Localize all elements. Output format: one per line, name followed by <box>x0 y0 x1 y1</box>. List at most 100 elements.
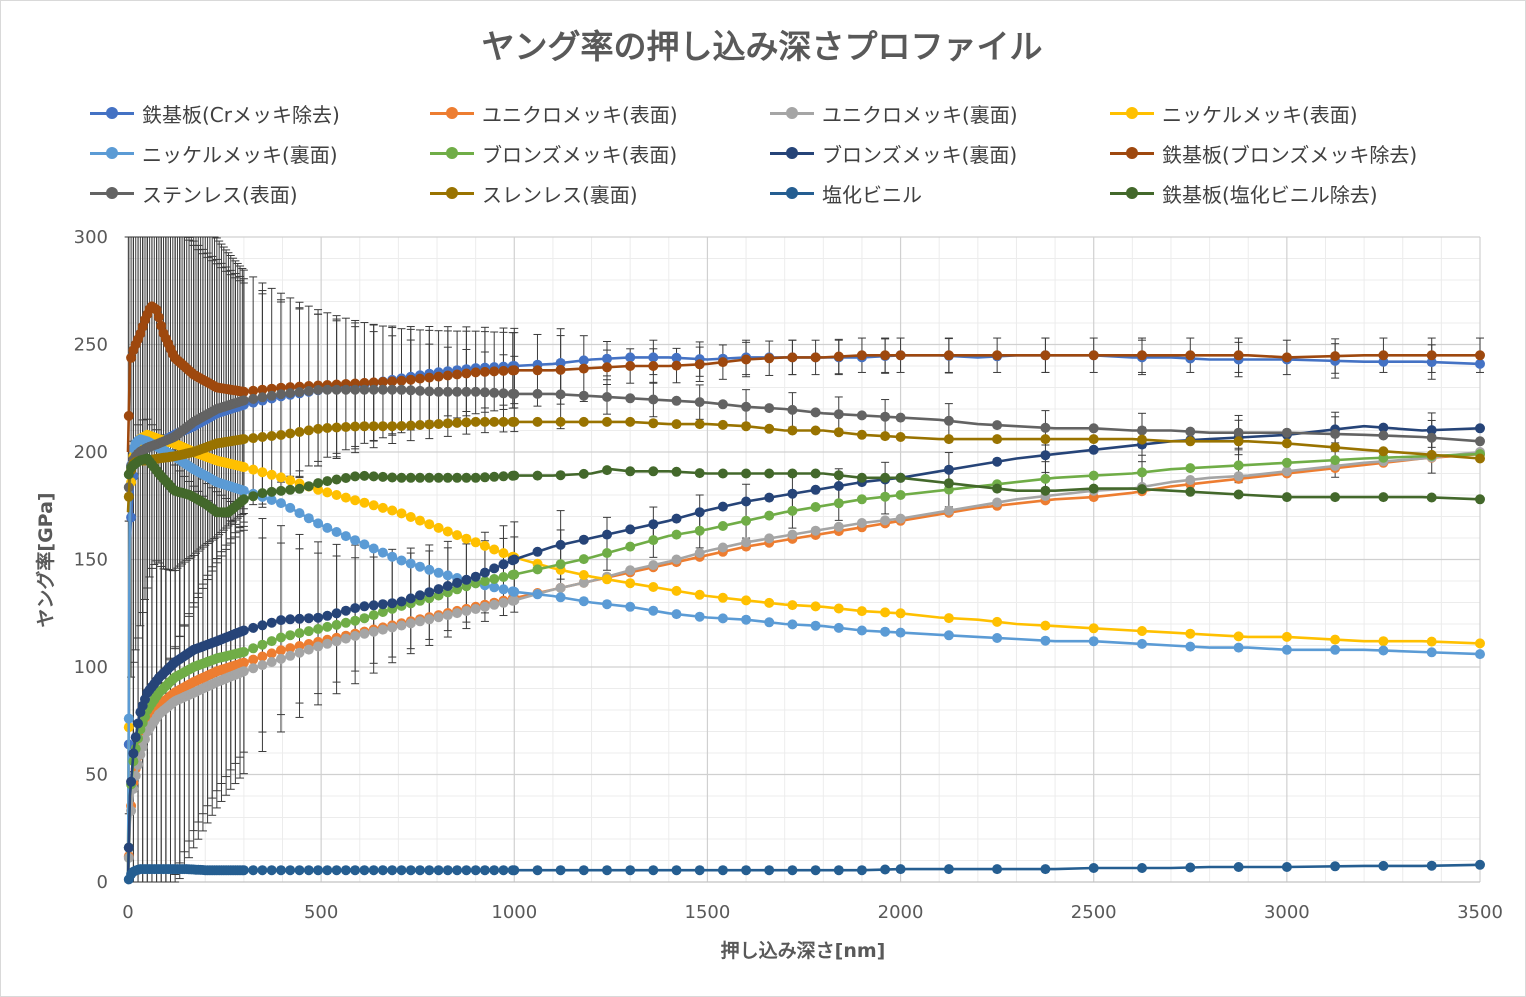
data-point <box>405 374 416 385</box>
data-point <box>1233 471 1244 482</box>
data-point <box>764 423 775 434</box>
data-point <box>368 626 379 637</box>
data-point <box>133 718 143 729</box>
data-point <box>396 620 407 631</box>
data-point <box>1185 426 1196 437</box>
data-point <box>671 585 682 596</box>
data-point <box>238 386 249 397</box>
data-point <box>294 628 305 639</box>
data-point <box>396 384 407 395</box>
data-point <box>415 420 425 430</box>
data-point <box>396 421 407 431</box>
legend-label: ニッケルメッキ(裏面) <box>142 142 338 167</box>
data-point <box>424 386 435 397</box>
data-point <box>350 471 361 482</box>
data-point <box>368 600 379 611</box>
data-point <box>764 597 775 608</box>
data-point <box>992 434 1003 445</box>
series-layer <box>123 301 1485 885</box>
data-point <box>415 590 425 601</box>
data-point <box>479 416 490 427</box>
data-point <box>810 407 821 418</box>
data-point <box>880 864 891 875</box>
data-point <box>359 470 370 481</box>
data-point <box>424 587 435 598</box>
data-point <box>303 613 314 624</box>
data-point <box>433 371 444 382</box>
data-point <box>555 865 566 876</box>
data-point <box>303 425 314 436</box>
legend-label: スレンレス(裏面) <box>482 182 638 207</box>
data-point <box>276 389 286 400</box>
data-point <box>992 864 1003 875</box>
data-point <box>359 865 370 876</box>
data-point <box>498 388 509 399</box>
data-point <box>833 603 844 614</box>
data-point <box>489 366 500 377</box>
data-point <box>741 496 752 507</box>
legend-swatch <box>428 180 476 206</box>
data-point <box>717 419 728 430</box>
data-point <box>377 547 388 558</box>
data-point <box>1185 475 1196 485</box>
data-point <box>442 865 453 876</box>
data-point <box>415 616 425 627</box>
y-axis-title: ヤング率[GPa] <box>34 492 57 627</box>
data-point <box>1281 438 1292 449</box>
data-point <box>509 865 520 876</box>
data-point <box>331 636 342 647</box>
data-point <box>377 624 388 635</box>
data-point <box>1040 864 1051 875</box>
data-point <box>1233 350 1244 361</box>
data-point <box>1378 430 1389 441</box>
data-point <box>238 647 249 657</box>
data-point <box>285 630 296 641</box>
data-point <box>555 470 566 481</box>
data-point <box>276 498 286 509</box>
data-point <box>787 488 798 499</box>
x-tick-label: 1000 <box>491 902 537 923</box>
data-point <box>1088 434 1099 445</box>
data-point <box>856 350 867 361</box>
data-point <box>943 434 954 445</box>
data-point <box>625 865 636 876</box>
data-point <box>1137 350 1147 361</box>
data-point <box>377 502 388 513</box>
data-point <box>810 865 821 876</box>
data-point <box>303 626 314 637</box>
data-point <box>1475 649 1485 660</box>
y-tick-label: 0 <box>97 872 108 893</box>
data-point <box>555 416 566 427</box>
data-point <box>303 481 314 492</box>
data-point <box>671 419 682 430</box>
legend-swatch <box>428 140 476 166</box>
data-point <box>578 570 589 580</box>
data-point <box>648 605 659 616</box>
data-point <box>442 472 453 483</box>
data-point <box>452 369 463 380</box>
series-3 <box>123 447 1485 883</box>
data-point <box>123 491 134 502</box>
legend-swatch <box>88 180 136 206</box>
data-point <box>895 472 906 483</box>
data-point <box>498 548 509 559</box>
data-point <box>331 608 342 619</box>
data-point <box>741 537 752 548</box>
data-point <box>578 468 589 479</box>
data-point <box>648 582 659 592</box>
data-point <box>1426 350 1437 361</box>
data-point <box>489 574 500 584</box>
data-point <box>1137 425 1147 436</box>
data-point <box>479 366 490 377</box>
series-11 <box>123 859 1485 885</box>
data-point <box>470 865 481 876</box>
data-point <box>340 422 351 432</box>
legend-swatch <box>1108 140 1156 166</box>
data-point <box>1281 427 1292 438</box>
data-point <box>1137 484 1147 495</box>
data-point <box>248 464 259 475</box>
data-point <box>764 492 775 503</box>
data-point <box>532 589 543 600</box>
data-point <box>810 352 821 363</box>
data-point <box>340 617 351 628</box>
